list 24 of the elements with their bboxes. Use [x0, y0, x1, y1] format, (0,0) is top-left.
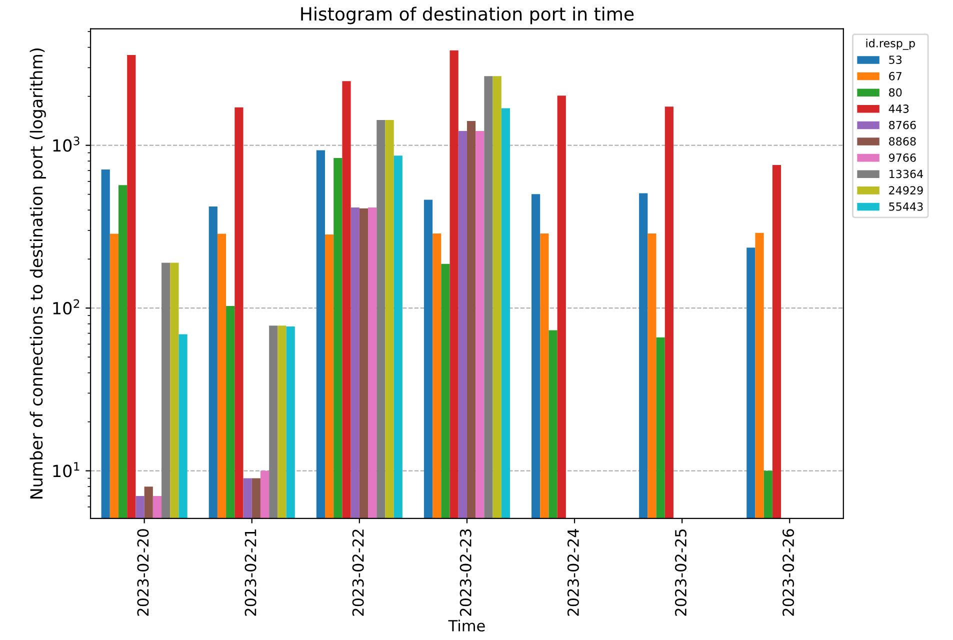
legend-title: id.resp_p [866, 38, 915, 50]
legend-label: 9766 [888, 153, 916, 162]
legend-label: 24929 [889, 186, 923, 194]
legend-label: 55443 [889, 202, 923, 211]
legend-label: 67 [889, 72, 902, 80]
chart-title: Histogram of destination port in time [301, 6, 634, 24]
y-tick-label: 10$^{1}$ [53, 462, 80, 478]
legend-label: 13364 [890, 170, 924, 178]
y-tick-label: 10$^{2}$ [53, 299, 80, 315]
legend-label: 8766 [889, 120, 916, 130]
x-axis-title: Time [448, 620, 485, 632]
legend-label: 8868 [889, 137, 916, 146]
x-tick-label: 2023-02-21 [244, 530, 256, 616]
legend-label: 53 [889, 56, 902, 64]
y-axis-title: Number of connections to destination port (logarithm) [30, 48, 46, 498]
y-tick-label: 10$^{3}$ [53, 136, 80, 152]
x-tick-label: 2023-02-22 [352, 530, 364, 616]
legend-label: 443 [888, 104, 909, 113]
x-tick-label: 2023-02-25 [674, 529, 687, 616]
x-tick-label: 2023-02-23 [460, 529, 472, 616]
x-tick-label: 2023-02-24 [567, 528, 579, 616]
x-tick-label: 2023-02-20 [137, 529, 149, 616]
x-tick-label: 2023-02-26 [782, 529, 794, 616]
legend-label: 80 [889, 88, 902, 97]
